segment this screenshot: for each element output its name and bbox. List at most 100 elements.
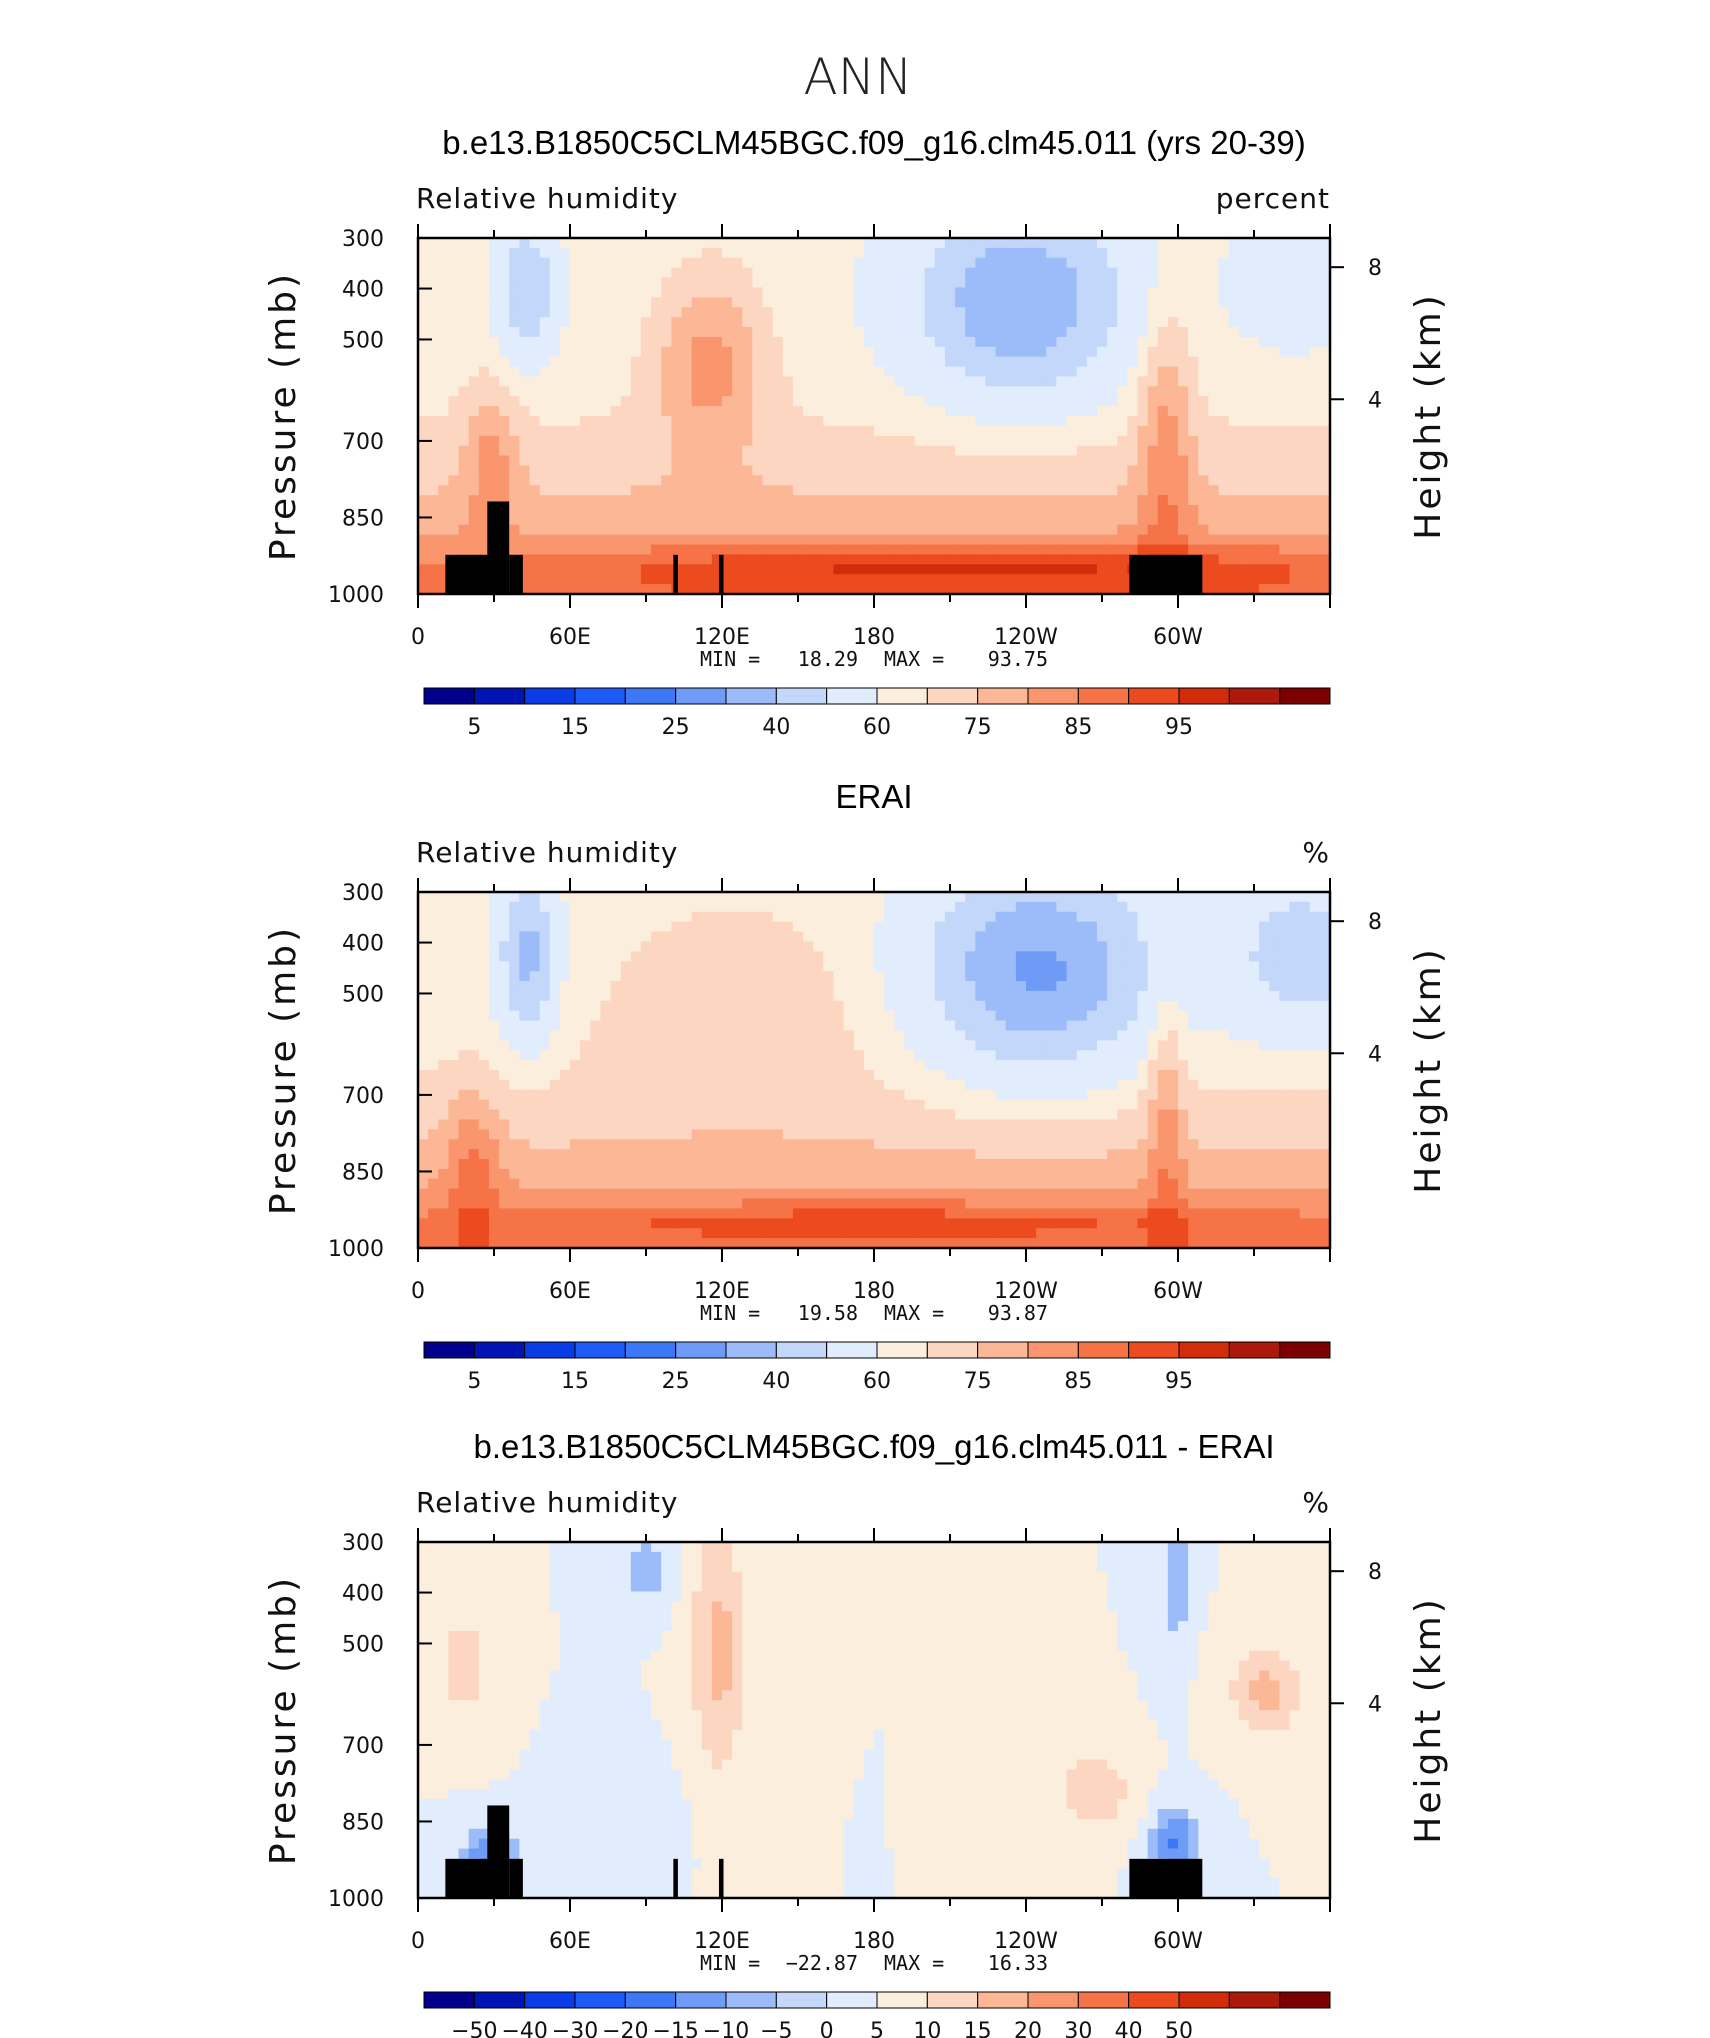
field-cell [711, 524, 723, 536]
field-cell [752, 435, 764, 447]
field-cell [1198, 356, 1209, 368]
field-cell [1238, 396, 1250, 407]
field-cell [1107, 257, 1118, 269]
field-cell [792, 961, 804, 972]
field-cell [691, 406, 703, 417]
field-cell [529, 892, 541, 903]
field-cell [904, 911, 916, 923]
field-cell [1208, 1050, 1220, 1061]
field-cell [458, 475, 470, 486]
field-cell [1056, 376, 1068, 387]
field-cell [1107, 524, 1118, 536]
field-cell [1319, 445, 1331, 457]
field-cell [448, 396, 460, 407]
field-cell [711, 376, 723, 387]
field-cell [620, 514, 632, 526]
field-cell [590, 376, 601, 387]
field-cell [1289, 524, 1301, 536]
field-cell [722, 1000, 733, 1012]
field-cell [944, 485, 956, 496]
field-cell [985, 247, 997, 259]
field-cell [975, 1020, 987, 1032]
field-cell [468, 247, 480, 259]
field-cell [711, 1030, 723, 1041]
field-cell [985, 584, 997, 595]
field-cell [559, 1050, 571, 1061]
field-cell [478, 941, 490, 952]
field-cell [803, 1070, 814, 1081]
field-cell [1269, 990, 1280, 1002]
field-cell [458, 961, 470, 972]
field-cell [590, 267, 601, 279]
field-cell [1248, 1040, 1260, 1051]
field-cell [671, 971, 683, 982]
field-cell [975, 465, 987, 476]
field-cell [1208, 346, 1220, 358]
field-cell [914, 951, 926, 962]
field-cell [965, 257, 976, 269]
field-cell [701, 941, 713, 952]
field-cell [843, 406, 855, 417]
field-cell [620, 238, 632, 249]
field-cell [1127, 455, 1139, 467]
field-cell [1046, 1020, 1057, 1032]
field-cell [448, 1010, 460, 1022]
field-cell [752, 990, 764, 1002]
field-cell [711, 277, 723, 289]
field-cell [519, 1060, 531, 1071]
field-cell [863, 1000, 875, 1012]
field-cell [924, 425, 936, 437]
field-cell [1127, 495, 1139, 506]
field-cell [1076, 931, 1088, 943]
field-cell [1178, 297, 1189, 308]
min-label: MIN = [700, 647, 760, 671]
field-cell [640, 445, 652, 457]
field-cell [671, 406, 683, 417]
field-cell [975, 544, 987, 556]
field-cell [1107, 307, 1118, 318]
field-cell [418, 475, 429, 486]
field-cell [884, 445, 895, 457]
field-cell [701, 366, 713, 378]
field-cell [995, 485, 1007, 496]
field-cell [1046, 981, 1057, 992]
field-cell [1208, 445, 1220, 457]
field-cell [1157, 534, 1169, 546]
field-cell [955, 406, 966, 417]
field-cell [965, 1030, 976, 1041]
field-cell [1178, 951, 1189, 962]
field-cell [681, 346, 693, 358]
field-cell [1076, 564, 1088, 575]
field-cell [1036, 1060, 1047, 1071]
field-cell [438, 386, 449, 397]
field-cell [661, 287, 672, 298]
field-cell [681, 495, 693, 506]
field-cell [762, 297, 774, 308]
field-cell [1056, 425, 1068, 437]
field-cell [732, 287, 743, 298]
field-cell [803, 366, 814, 378]
field-cell [661, 990, 672, 1002]
field-cell [570, 584, 581, 595]
field-cell [975, 327, 987, 338]
field-cell [1005, 921, 1017, 933]
field-cell [1208, 534, 1220, 546]
field-cell [701, 495, 713, 506]
field-cell [1259, 901, 1270, 913]
field-cell [1056, 1030, 1068, 1041]
field-cell [1248, 307, 1260, 318]
field-cell [1147, 971, 1159, 982]
field-cell [1198, 425, 1209, 437]
field-cell [985, 1030, 997, 1041]
field-cell [914, 990, 926, 1002]
field-cell [1005, 425, 1017, 437]
field-cell [813, 990, 824, 1002]
field-cell [580, 1030, 591, 1041]
field-cell [863, 336, 875, 348]
field-cell [671, 356, 683, 368]
field-cell [924, 356, 936, 368]
field-cell [671, 1060, 683, 1071]
field-cell [630, 514, 642, 526]
field-cell [448, 465, 460, 476]
field-cell [488, 267, 500, 279]
